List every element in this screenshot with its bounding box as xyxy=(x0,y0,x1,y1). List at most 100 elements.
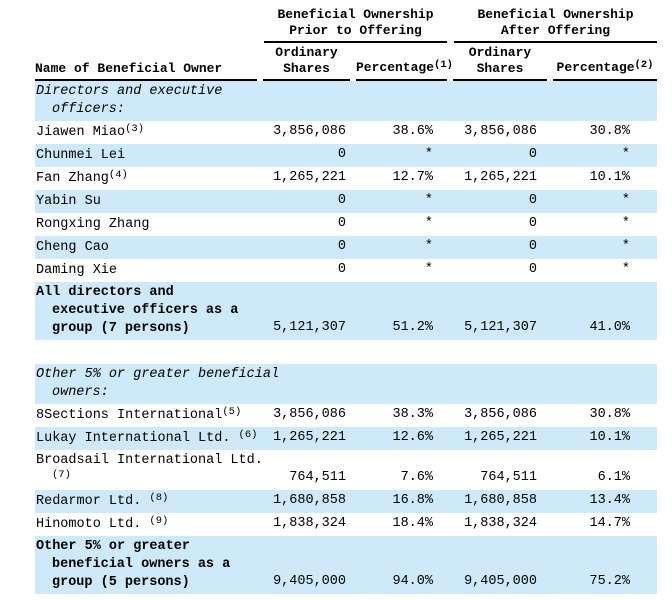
table-row-data: Fan Zhang(4) 1,265,221 12.7% 1,265,221 10.1% xyxy=(35,167,657,190)
table-row-data: Chunmei Lei 0 * 0 * xyxy=(35,144,657,167)
pct-after-cell: 30.8% xyxy=(589,407,630,422)
pct-prior-cell: 38.3% xyxy=(392,407,433,422)
footnote-ref: (1) xyxy=(434,59,453,71)
group-header-line: After Offering xyxy=(500,23,611,38)
pct-prior-cell: 7.6% xyxy=(400,470,433,485)
column-header-row: Name of Beneficial Owner Ordinary Shares… xyxy=(35,43,657,81)
pct-after-cell: * xyxy=(547,190,657,213)
shares-after-cell: 0 xyxy=(447,236,547,259)
owner-name-cell: All directors and executive officers as a… xyxy=(35,282,257,340)
owner-name-cell: Daming Xie xyxy=(35,259,257,282)
owner-name-line: 8Sections International(5) xyxy=(36,406,242,423)
footnote-ref: (5) xyxy=(222,406,242,418)
table-row-data: Lukay International Ltd. (6) 1,265,221 12.… xyxy=(35,427,657,450)
shares-prior-cell: 1,265,221 xyxy=(273,170,346,185)
pct-prior-cell: 18.4% xyxy=(392,516,433,531)
table-row-section: Other 5% or greater beneficial owners: xyxy=(35,364,657,404)
table-row-data: 8Sections International(5) 3,856,086 38.3%… xyxy=(35,404,657,427)
group-header-line: Beneficial Ownership xyxy=(477,7,634,22)
owner-name-line: Chunmei Lei xyxy=(36,148,126,163)
shares-prior-cell: 1,680,858 xyxy=(257,490,350,513)
shares-prior-cell: 3,856,086 xyxy=(273,124,346,139)
owner-name-line: officers: xyxy=(52,102,125,117)
owner-name-line: Jiawen Miao(3) xyxy=(36,123,145,140)
owner-name-line: beneficial owners as a xyxy=(52,557,231,572)
group-header-spacer xyxy=(35,7,257,43)
shares-prior-cell: 0 xyxy=(257,236,350,259)
column-header-line: Ordinary xyxy=(275,45,338,60)
owner-name-cell: Other 5% or greater beneficial owners as … xyxy=(35,536,257,594)
pct-after-cell: 14.7% xyxy=(589,516,630,531)
group-header-line: Beneficial Ownership xyxy=(277,7,434,22)
owner-name-cell: Redarmor Ltd. (8) xyxy=(35,490,257,513)
shares-prior-cell: 1,265,221 xyxy=(257,427,350,450)
owner-name-line: Fan Zhang(4) xyxy=(36,169,128,186)
group-header-prior: Beneficial Ownership Prior to Offering xyxy=(257,7,447,43)
owner-name-line: Daming Xie xyxy=(36,263,118,278)
pct-label: Percentage xyxy=(356,60,435,75)
table-row-data: Yabin Su 0 * 0 * xyxy=(35,190,657,213)
owner-name-cell: Cheng Cao xyxy=(35,236,257,259)
table-row-data: Hinomoto Ltd. (9) 1,838,324 18.4% 1,838,324… xyxy=(35,513,657,536)
owner-name-line: group (7 persons) xyxy=(52,321,190,336)
table-row-group: Other 5% or greater beneficial owners as … xyxy=(35,536,657,594)
pct-prior-cell: * xyxy=(350,236,447,259)
shares-after-cell: 3,856,086 xyxy=(464,124,537,139)
pct-label: Percentage xyxy=(556,60,635,75)
pct-prior-cell: 12.7% xyxy=(392,170,433,185)
column-header-line: Ordinary xyxy=(468,45,532,60)
pct-prior-cell: * xyxy=(424,262,433,277)
shares-prior-cell: 5,121,307 xyxy=(257,282,350,340)
owner-name-cell: Rongxing Zhang xyxy=(35,213,257,236)
footnote-ref: (6) xyxy=(238,429,258,441)
pct-prior-cell: * xyxy=(350,144,447,167)
shares-after-cell: 1,838,324 xyxy=(464,516,537,531)
owner-name-line: Other 5% or greater beneficial xyxy=(36,367,280,382)
pct-after-cell: * xyxy=(621,216,630,231)
owner-name-cell: Other 5% or greater beneficial owners: xyxy=(35,364,280,404)
footnote-ref: (3) xyxy=(125,123,145,135)
column-header-shares-prior-label: Ordinary Shares xyxy=(263,43,350,81)
table-row-group: All directors and executive officers as a… xyxy=(35,282,657,340)
shares-prior-cell: 9,405,000 xyxy=(257,536,350,594)
pct-after-cell: 75.2% xyxy=(547,536,657,594)
shares-after-cell: 0 xyxy=(447,144,547,167)
owner-name-cell: Fan Zhang(4) xyxy=(35,167,257,190)
group-header-after: Beneficial Ownership After Offering xyxy=(447,7,657,43)
table-gap xyxy=(35,340,657,364)
beneficial-ownership-table: Beneficial Ownership Prior to Offering B… xyxy=(35,7,657,594)
shares-prior-cell: 0 xyxy=(337,262,346,277)
table-row-data: Redarmor Ltd. (8) 1,680,858 16.8% 1,680,858… xyxy=(35,490,657,513)
owner-name-cell: 8Sections International(5) xyxy=(35,404,257,427)
owner-name-line: Rongxing Zhang xyxy=(36,217,150,232)
shares-prior-cell: 0 xyxy=(257,190,350,213)
column-header-shares-after: Ordinary Shares xyxy=(447,43,547,81)
footnote-ref: (8) xyxy=(149,492,169,504)
column-header-pct-prior-label: Percentage(1) xyxy=(356,58,453,81)
shares-prior-cell xyxy=(257,81,350,121)
owner-name-cell: Broadsail International Ltd. (7) xyxy=(35,450,263,490)
shares-after-cell: 5,121,307 xyxy=(447,282,547,340)
table-row-data: Jiawen Miao(3) 3,856,086 38.6% 3,856,086 30.… xyxy=(35,121,657,144)
owner-name-line: owners: xyxy=(52,385,109,400)
owner-name-cell: Directors and executive officers: xyxy=(35,81,257,121)
table-row-data: Cheng Cao 0 * 0 * xyxy=(35,236,657,259)
pct-prior-cell: 16.8% xyxy=(350,490,447,513)
pct-after-cell: 30.8% xyxy=(589,124,630,139)
owner-name-line: Directors and executive xyxy=(36,84,223,99)
footnote-ref: (4) xyxy=(108,169,128,181)
column-header-pct-after-label: Percentage(2) xyxy=(553,58,657,81)
owner-name-cell: Yabin Su xyxy=(35,190,257,213)
owner-name-line: (7) xyxy=(36,469,257,488)
column-header-pct-prior: Percentage(1) xyxy=(350,43,453,81)
shares-after-cell: 1,265,221 xyxy=(447,427,547,450)
column-header-line: Shares xyxy=(476,61,524,76)
owner-name-line: Hinomoto Ltd. (9) xyxy=(36,515,169,532)
owner-name-cell: Lukay International Ltd. (6) xyxy=(35,427,257,450)
owner-name-cell: Chunmei Lei xyxy=(35,144,257,167)
table-row-gap xyxy=(35,340,657,364)
group-header-prior-label: Beneficial Ownership Prior to Offering xyxy=(264,7,447,43)
owner-name-line: Cheng Cao xyxy=(36,240,109,255)
pct-prior-cell: 12.6% xyxy=(350,427,447,450)
